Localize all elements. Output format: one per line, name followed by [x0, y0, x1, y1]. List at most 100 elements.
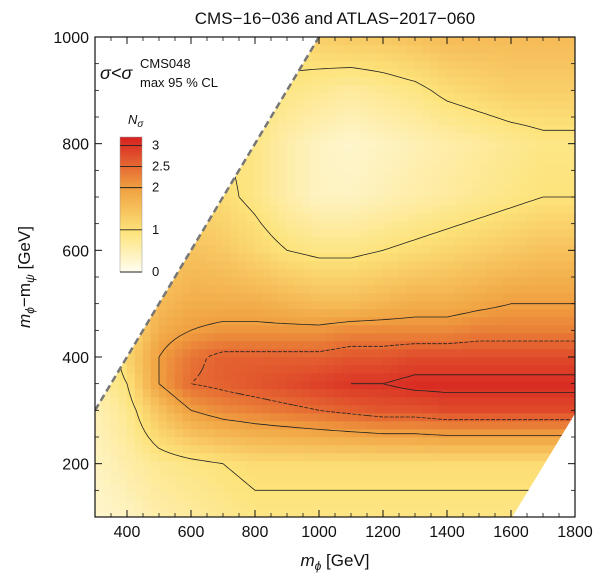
heat-cell: [318, 300, 328, 310]
heat-cell: [254, 476, 264, 486]
heat-cell: [278, 468, 288, 478]
heat-cell: [534, 276, 544, 286]
heat-cell: [238, 460, 248, 470]
heat-cell: [310, 116, 320, 126]
heat-cell: [462, 380, 472, 390]
heat-cell: [350, 52, 360, 62]
heat-cell: [118, 404, 128, 414]
heat-cell: [526, 468, 536, 478]
heat-cell: [414, 196, 424, 206]
heat-cell: [486, 172, 496, 182]
heat-cell: [502, 372, 512, 382]
heat-cell: [414, 436, 424, 446]
heat-cell: [262, 220, 272, 230]
heat-cell: [518, 276, 528, 286]
heat-cell: [406, 452, 416, 462]
heat-cell: [246, 236, 256, 246]
heat-cell: [270, 300, 280, 310]
heat-cell: [254, 404, 264, 414]
heat-cell: [270, 236, 280, 246]
heat-cell: [374, 100, 384, 110]
heat-cell: [270, 148, 280, 158]
heat-cell: [510, 212, 520, 222]
heat-cell: [366, 180, 376, 190]
heat-cell: [534, 332, 544, 342]
heat-cell: [286, 444, 296, 454]
heat-cell: [494, 116, 504, 126]
heat-cell: [518, 292, 528, 302]
heat-cell: [534, 260, 544, 270]
heat-cell: [550, 356, 560, 366]
heat-cell: [526, 164, 536, 174]
heat-cell: [174, 316, 184, 326]
heat-cell: [150, 444, 160, 454]
heat-cell: [222, 436, 232, 446]
heat-cell: [486, 116, 496, 126]
heat-cell: [430, 388, 440, 398]
heat-cell: [462, 316, 472, 326]
heat-cell: [510, 156, 520, 166]
contour-lines: [117, 37, 575, 491]
heat-cell: [318, 308, 328, 318]
heat-cell: [174, 388, 184, 398]
heat-cell: [246, 396, 256, 406]
heat-cell: [542, 84, 552, 94]
heat-cell: [390, 236, 400, 246]
heat-cell: [182, 428, 192, 438]
heat-cell: [382, 460, 392, 470]
heat-cell: [190, 244, 200, 254]
heat-cell: [518, 68, 528, 78]
heat-cell: [222, 412, 232, 422]
heat-cell: [286, 380, 296, 390]
heat-cell: [486, 92, 496, 102]
heat-cell: [278, 460, 288, 470]
heat-cell: [406, 308, 416, 318]
heat-cell: [470, 172, 480, 182]
heat-cell: [254, 180, 264, 190]
heat-cell: [486, 372, 496, 382]
heat-cell: [318, 476, 328, 486]
heat-cell: [478, 444, 488, 454]
heat-cell: [350, 300, 360, 310]
heat-cell: [198, 500, 208, 510]
heat-cell: [542, 332, 552, 342]
heat-cell: [214, 412, 224, 422]
heat-cell: [366, 260, 376, 270]
heat-cell: [470, 460, 480, 470]
heat-cell: [478, 204, 488, 214]
heat-cell: [270, 404, 280, 414]
heat-cell: [190, 268, 200, 278]
heat-cell: [422, 124, 432, 134]
heat-cell: [542, 260, 552, 270]
heat-cell: [358, 404, 368, 414]
heat-cell: [310, 204, 320, 214]
heat-cell: [422, 300, 432, 310]
heat-cell: [294, 284, 304, 294]
heat-cell: [366, 460, 376, 470]
heat-cell: [150, 428, 160, 438]
heat-cell: [486, 236, 496, 246]
heat-cell: [478, 484, 488, 494]
heat-cell: [142, 420, 152, 430]
heat-cell: [286, 364, 296, 374]
heat-cell: [382, 332, 392, 342]
heat-cell: [198, 292, 208, 302]
heat-cell: [398, 188, 408, 198]
heat-cell: [414, 492, 424, 502]
heat-cell: [494, 132, 504, 142]
heat-cell: [558, 52, 568, 62]
heat-cell: [470, 484, 480, 494]
heat-cell: [478, 172, 488, 182]
heat-cell: [134, 508, 144, 517]
heat-cell: [414, 236, 424, 246]
heat-cell: [190, 396, 200, 406]
heat-cell: [326, 76, 336, 86]
heat-cell: [182, 348, 192, 358]
heat-cell: [254, 412, 264, 422]
heat-cell: [95, 444, 104, 454]
heat-cell: [478, 140, 488, 150]
heat-cell: [510, 164, 520, 174]
heat-cell: [142, 380, 152, 390]
heat-cell: [310, 140, 320, 150]
heat-cell: [214, 236, 224, 246]
